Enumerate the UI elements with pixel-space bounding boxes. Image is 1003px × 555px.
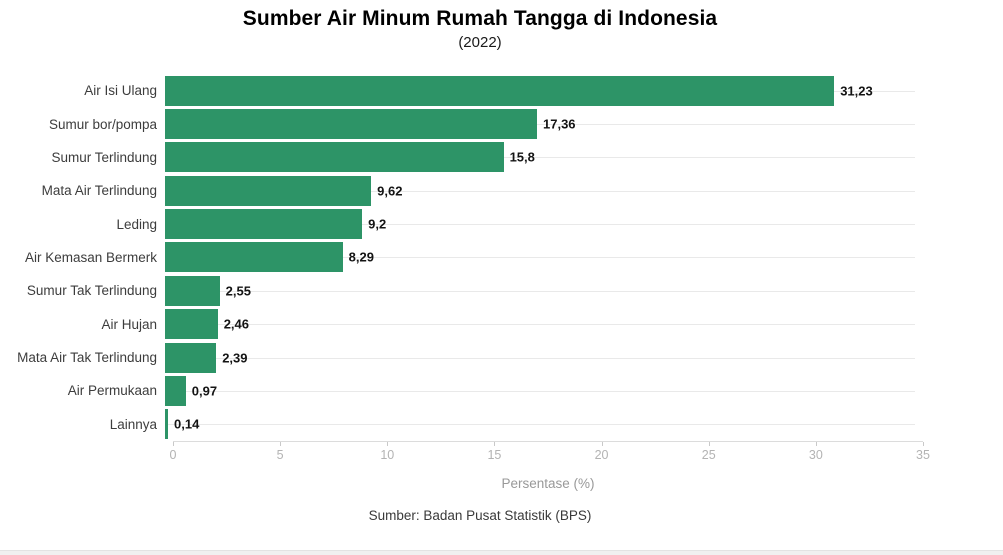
bar-row: Sumur Terlindung 15,8 (0, 141, 960, 174)
value-label: 9,62 (377, 183, 403, 199)
bar-row: Air Hujan 2,46 (0, 308, 960, 341)
value-label: 8,29 (348, 249, 374, 265)
value-label: 9,2 (368, 216, 387, 232)
bar-row: Mata Air Terlindung 9,62 (0, 174, 960, 207)
category-label: Sumur Terlindung (51, 149, 157, 165)
bar (165, 342, 217, 373)
chart-page: Sumber Air Minum Rumah Tangga di Indones… (0, 7, 960, 523)
x-tick-mark (387, 442, 389, 446)
bottom-scroll-strip (0, 550, 1003, 555)
bar-row: Mata Air Tak Terlindung 2,39 (0, 341, 960, 374)
x-tick-label: 35 (916, 448, 930, 462)
category-gridline (165, 124, 915, 126)
category-gridline (165, 190, 915, 192)
category-gridline (165, 424, 915, 426)
category-label: Mata Air Tak Terlindung (17, 350, 157, 366)
category-label: Air Permukaan (67, 383, 157, 399)
category-gridline (165, 224, 915, 226)
x-tick-mark (280, 442, 282, 446)
bar (165, 375, 186, 406)
x-tick-label: 25 (701, 448, 716, 462)
category-gridline (165, 157, 915, 159)
value-label: 2,55 (225, 283, 251, 299)
category-gridline (165, 357, 915, 359)
bar-row: Lainnya 0,14 (0, 408, 960, 441)
bar (165, 242, 343, 273)
value-label: 2,46 (223, 316, 250, 332)
chart-subtitle: (2022) (458, 34, 502, 51)
x-tick-label: 20 (594, 448, 609, 462)
bar-row: Air Isi Ulang 31,23 (0, 74, 960, 107)
category-gridline (165, 324, 915, 326)
bar-plot-area: 8,29 (165, 241, 915, 274)
x-tick-mark (494, 442, 496, 446)
chart-title: Sumber Air Minum Rumah Tangga di Indones… (242, 7, 718, 30)
value-label: 2,39 (222, 350, 248, 366)
x-tick-label: 10 (380, 448, 395, 462)
bar (165, 209, 363, 240)
category-label: Lainnya (109, 416, 157, 432)
bar-plot-area: 0,97 (165, 374, 915, 407)
category-label: Sumur bor/pompa (48, 116, 157, 132)
category-label: Leding (116, 216, 157, 232)
bar (165, 175, 372, 206)
category-gridline (165, 257, 915, 259)
category-label: Air Hujan (101, 316, 157, 332)
category-gridline (165, 390, 915, 392)
category-label: Air Isi Ulang (84, 83, 157, 99)
bar-plot-area: 9,2 (165, 207, 915, 240)
bar-row: Sumur bor/pompa 17,36 (0, 107, 960, 140)
bar (165, 409, 168, 440)
bar-row: Air Permukaan 0,97 (0, 374, 960, 407)
category-label: Sumur Tak Terlindung (26, 283, 157, 299)
x-tick-mark (173, 442, 174, 446)
bar (165, 142, 504, 173)
bar (165, 275, 220, 306)
bar-plot-area: 2,39 (165, 341, 915, 374)
bar-plot-area: 31,23 (165, 74, 915, 107)
category-label: Mata Air Terlindung (41, 183, 157, 199)
bar-plot-area: 17,36 (165, 107, 915, 140)
x-axis: 0 5 10 15 20 25 30 35 (169, 441, 930, 467)
bar-plot-area: 15,8 (165, 141, 915, 174)
value-label: 0,14 (174, 416, 200, 432)
category-label: Air Kemasan Bermerk (24, 249, 157, 265)
bar-row: Sumur Tak Terlindung 2,55 (0, 274, 960, 307)
x-tick-mark (815, 442, 817, 446)
bar-plot-area: 9,62 (165, 174, 915, 207)
bar (165, 109, 537, 140)
x-tick-label: 15 (487, 448, 502, 462)
value-label: 31,23 (840, 83, 873, 99)
bar (165, 309, 218, 340)
value-label: 17,36 (543, 116, 576, 132)
bar-chart: Air Isi Ulang 31,23 Sumur bor/pompa 17,3… (0, 74, 960, 441)
bar (165, 75, 835, 106)
bar-plot-area: 0,14 (165, 408, 915, 441)
x-tick-label: 5 (276, 448, 284, 462)
value-label: 15,8 (509, 149, 535, 165)
x-axis-label: Persentase (%) (501, 476, 595, 491)
value-label: 0,97 (191, 383, 218, 399)
x-tick-mark (601, 442, 603, 446)
source-note: Sumber: Badan Pusat Statistik (BPS) (368, 508, 592, 523)
x-tick-label: 0 (169, 448, 177, 462)
bar-plot-area: 2,55 (165, 274, 915, 307)
x-tick-mark (708, 442, 710, 446)
bar-row: Leding 9,2 (0, 207, 960, 240)
category-gridline (165, 290, 915, 292)
x-tick-mark (923, 442, 924, 446)
x-tick-label: 30 (808, 448, 823, 462)
bar-row: Air Kemasan Bermerk 8,29 (0, 241, 960, 274)
bar-plot-area: 2,46 (165, 308, 915, 341)
